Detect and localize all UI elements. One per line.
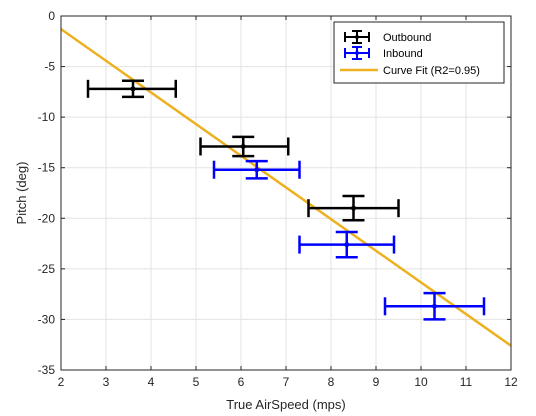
y-tick-label: -20 bbox=[38, 211, 56, 225]
x-axis-label: True AirSpeed (mps) bbox=[226, 397, 345, 412]
data-layer bbox=[60, 28, 512, 347]
data-point-marker bbox=[432, 303, 437, 309]
x-tick-label: 9 bbox=[373, 375, 380, 389]
x-tick-label: 12 bbox=[504, 375, 518, 389]
x-tick-label: 6 bbox=[238, 375, 245, 389]
x-tick-label: 11 bbox=[460, 375, 473, 389]
x-tick-label: 5 bbox=[193, 375, 200, 389]
legend-entry-label: Inbound bbox=[383, 48, 423, 60]
error-bar-point bbox=[298, 230, 396, 259]
legend-entry-label: Outbound bbox=[383, 32, 431, 44]
data-point-marker bbox=[351, 205, 356, 211]
error-bar-point bbox=[383, 291, 486, 321]
data-point-marker bbox=[344, 242, 350, 248]
y-tick-label: 0 bbox=[48, 9, 55, 23]
data-point-marker bbox=[254, 167, 260, 173]
error-bar-point bbox=[212, 159, 301, 180]
data-point-marker bbox=[240, 143, 246, 149]
legend: Outbound Inbound Curve Fit (R2=0.95) bbox=[333, 21, 505, 84]
x-tick-label: 10 bbox=[414, 375, 428, 389]
x-tick-label: 3 bbox=[103, 375, 110, 389]
error-bar-point bbox=[307, 194, 400, 222]
x-tick-label: 7 bbox=[283, 375, 290, 389]
x-tick-label: 2 bbox=[58, 375, 65, 389]
y-tick-label: -15 bbox=[38, 161, 56, 175]
y-axis-label: Pitch (deg) bbox=[14, 162, 29, 225]
legend-entry-label: Curve Fit (R2=0.95) bbox=[383, 65, 480, 77]
error-bar-point bbox=[86, 79, 177, 99]
axes: 2 3 4 5 6 7 8 9 10 11 12 0 -5 -10 -15 -20 -25 -30 -35 bbox=[38, 9, 518, 389]
x-tick-label: 8 bbox=[328, 375, 335, 389]
y-tick-label: -10 bbox=[38, 110, 56, 124]
y-tick-label: -35 bbox=[38, 363, 56, 377]
y-tick-label: -30 bbox=[38, 312, 56, 326]
legend-marker-icon bbox=[355, 35, 359, 39]
y-tick-label: -5 bbox=[44, 60, 55, 74]
error-bar-point bbox=[199, 135, 290, 158]
data-point-marker bbox=[130, 86, 136, 92]
legend-marker-icon bbox=[355, 51, 359, 55]
y-tick-label: -25 bbox=[38, 262, 56, 276]
x-tick-label: 4 bbox=[148, 375, 155, 389]
